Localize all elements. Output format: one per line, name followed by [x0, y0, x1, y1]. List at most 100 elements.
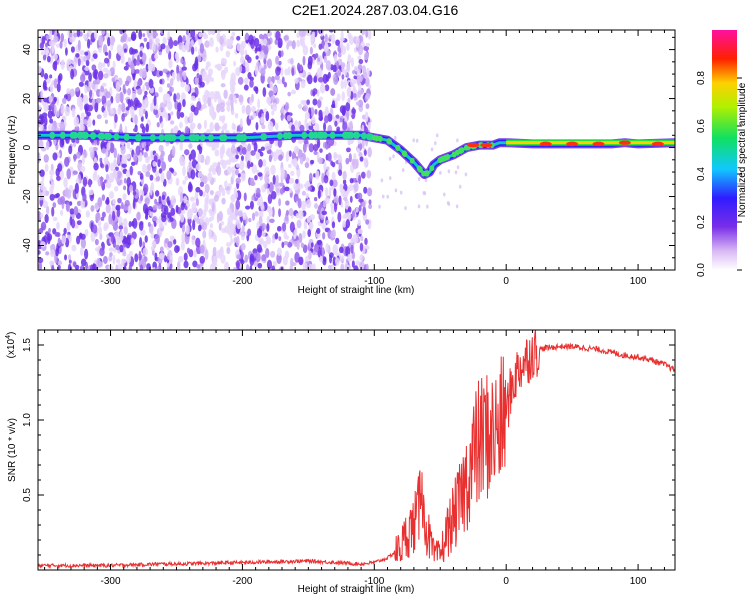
spectrogram-cell: [318, 116, 324, 121]
spectrogram-cell: [458, 184, 462, 189]
spectrogram-cell: [263, 45, 269, 55]
spectrogram-cell: [367, 30, 372, 40]
spectrogram-cell: [336, 93, 341, 102]
spectrogram-cell: [288, 177, 295, 184]
spectrogram-cell: [267, 120, 274, 132]
ridge-cluster: [301, 131, 308, 139]
ridge-cluster: [207, 134, 214, 142]
spectrogram-cell: [266, 215, 271, 225]
spectrogram-cell: [265, 247, 270, 259]
spectrogram-cell: [355, 43, 359, 48]
spectrogram-cell: [209, 91, 215, 100]
spectrogram-cell: [296, 219, 302, 229]
spectrogram-cell: [330, 88, 336, 96]
spectrogram-cell: [173, 93, 177, 103]
spectrogram-cell: [152, 215, 158, 222]
spectrogram-cell: [347, 206, 352, 214]
spectrogram-cell: [256, 187, 261, 195]
spectrogram-cell: [111, 77, 116, 83]
spectrogram-cell: [209, 208, 213, 217]
spectrogram-cell: [221, 115, 226, 121]
spectrogram-cell: [275, 187, 280, 194]
spectrogram-cell: [340, 62, 346, 69]
spectrogram-cell: [352, 93, 357, 98]
spectrogram-cell: [208, 216, 213, 223]
spectrogram-cell: [290, 257, 294, 268]
spectrogram-cell: [199, 244, 205, 254]
spectrogram-cell: [57, 264, 61, 270]
spectrogram-cell: [199, 181, 205, 188]
spectrogram-cell: [195, 163, 201, 171]
spectrogram-cell: [119, 49, 125, 57]
y-tick-label: -20: [22, 189, 33, 204]
spectrogram-cell: [239, 118, 243, 128]
spectrogram-cell: [101, 82, 107, 87]
spectrogram-cell: [214, 149, 220, 157]
spectrogram-cell: [97, 70, 104, 81]
spectrogram-cell: [343, 78, 347, 89]
spectrogram-cell: [229, 232, 233, 239]
spectrogram-cell: [132, 73, 136, 81]
spectrogram-cell: [179, 112, 185, 118]
spectrogram-frame: [37, 29, 676, 271]
spectrogram-cell: [221, 143, 225, 155]
spectrogram-cell: [348, 87, 352, 98]
spectrogram-cell: [42, 54, 47, 61]
spectrogram-cell: [234, 112, 239, 119]
spectrogram-cell: [113, 158, 117, 168]
spectrogram-cell: [46, 55, 51, 63]
spectrogram-cell: [240, 155, 244, 161]
spectrogram-cell: [143, 183, 149, 194]
spectrogram-cell: [344, 212, 348, 219]
colorbar-tick-label: 0.6: [696, 119, 707, 133]
spectrogram-cell: [170, 195, 177, 206]
spectrogram-cell: [100, 216, 105, 221]
spectrogram-cell: [161, 161, 167, 171]
spectrogram-cell: [176, 72, 181, 82]
spectrogram-cell: [146, 83, 150, 91]
spectrogram-cell: [442, 192, 446, 197]
spectrogram-cell: [331, 33, 336, 45]
spectrogram-cell: [69, 208, 75, 215]
spectrogram-cell: [293, 120, 299, 127]
spectrogram-cell: [109, 191, 115, 199]
spectrogram-cell: [190, 105, 196, 113]
spectrogram-cell: [364, 237, 368, 246]
spectrogram-cell: [324, 187, 329, 197]
spectrogram-cell: [90, 205, 95, 212]
spectrogram-cell: [329, 179, 334, 187]
spectrogram-x-label: Height of straight line (km): [298, 285, 415, 296]
spectrogram-cell: [192, 260, 198, 268]
spectrogram-cell: [339, 255, 345, 263]
spectrogram-cell: [260, 117, 265, 124]
spectrogram-cell: [285, 200, 290, 206]
spectrogram-cell: [337, 52, 342, 58]
spectrogram-cell: [358, 151, 363, 157]
spectrogram-cell: [93, 69, 99, 80]
spectrogram-cell: [230, 110, 235, 116]
spectrogram-cell: [249, 79, 254, 88]
spectrogram-cell: [357, 64, 363, 71]
spectrogram-cell: [208, 198, 215, 203]
spectrogram-cell: [42, 79, 47, 90]
spectrogram-cell: [321, 172, 325, 184]
ridge-cluster: [168, 134, 175, 142]
spectrogram-cell: [218, 211, 224, 222]
spectrogram-cell: [119, 123, 123, 134]
spectrogram-cell: [388, 176, 392, 181]
spectrogram-cell: [197, 123, 202, 130]
spectrogram-cell: [45, 34, 50, 40]
spectrogram-cell: [288, 150, 292, 157]
spectrogram-cell: [359, 242, 364, 252]
spectrogram-cell: [279, 267, 284, 270]
spectrogram-cell: [131, 231, 137, 240]
x-tick-label: -300: [101, 576, 121, 587]
spectrogram-cell: [98, 47, 102, 53]
spectrogram-cell: [274, 122, 279, 131]
spectrogram-cell: [191, 202, 197, 213]
spectrogram-cell: [105, 91, 111, 99]
spectrogram-cell: [166, 83, 171, 88]
spectrogram-cell: [184, 175, 189, 181]
